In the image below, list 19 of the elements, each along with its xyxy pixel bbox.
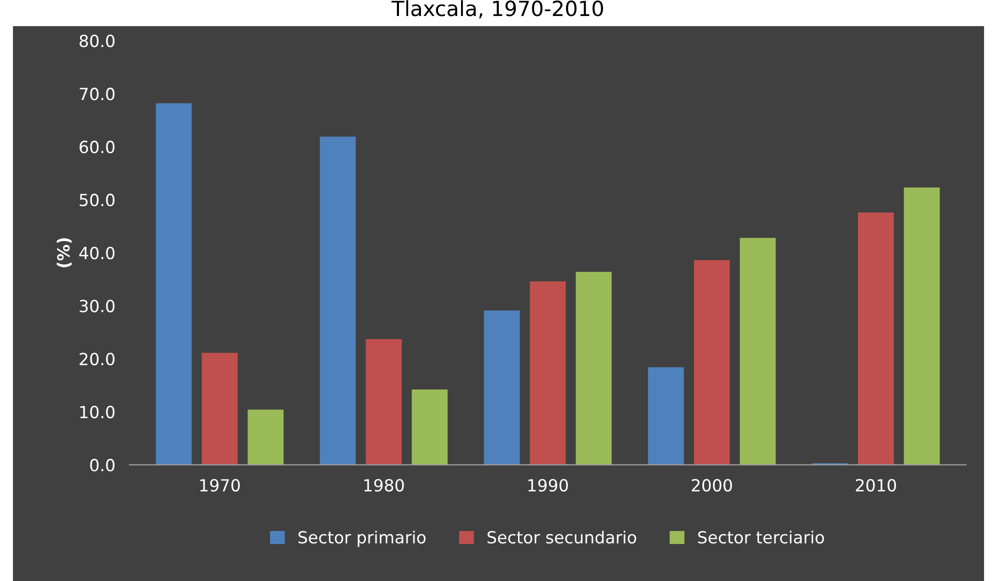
- legend-label: Sector terciario: [698, 530, 824, 544]
- y-tick-label: 40.0: [79, 246, 114, 260]
- x-tick-label: 1970: [200, 478, 240, 492]
- y-tick-label: 70.0: [80, 88, 114, 100]
- x-tick-label: 2010: [856, 478, 896, 492]
- y-tick-label: 60.0: [80, 140, 114, 154]
- y-tick-label: 20.0: [80, 352, 114, 366]
- x-tick-label: 1980: [364, 478, 404, 492]
- y-tick-label: 30.0: [80, 300, 114, 312]
- y-tick-label: 50.0: [80, 194, 114, 206]
- y-tick-label: 80.0: [80, 34, 114, 48]
- x-tick-label: 1990: [528, 478, 568, 492]
- chart-title: Tlaxcala, 1970-2010: [392, 0, 604, 18]
- legend-label: Sector primario: [298, 530, 426, 547]
- y-tick-label: 10.0: [80, 406, 114, 418]
- legend-label: Sector secundario: [488, 530, 636, 544]
- y-tick-label: 0.0: [90, 458, 114, 472]
- y-axis-title: (%): [56, 238, 72, 268]
- x-tick-label: 2000: [692, 478, 732, 492]
